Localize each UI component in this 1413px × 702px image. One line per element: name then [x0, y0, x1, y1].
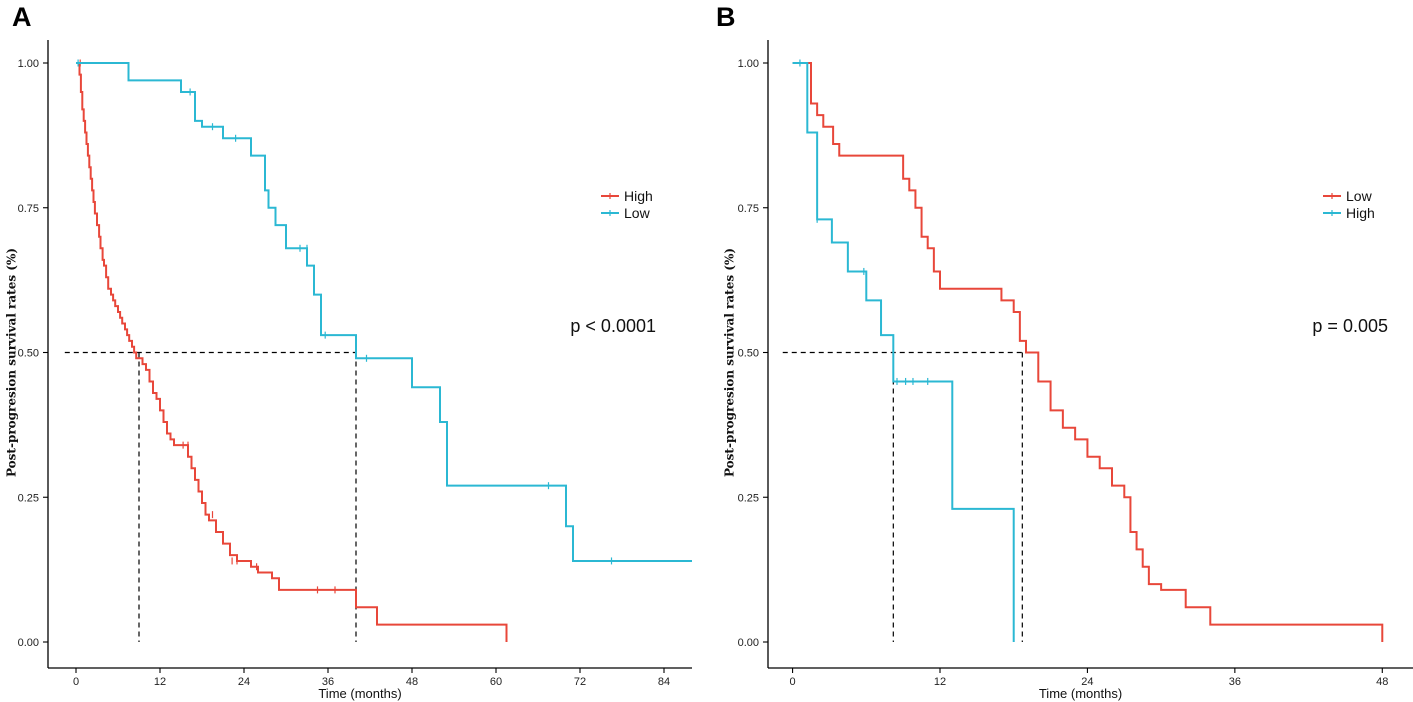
x-tick-label: 48 [406, 676, 418, 688]
survival-curve-low [792, 62, 1384, 642]
y-tick-label: 1.00 [738, 58, 759, 70]
panel-b: B 0.00 0.25 0.50 0.75 1.00 0 12 24 36 48 Time (mont… [716, 2, 1413, 701]
x-tick-label: 0 [73, 676, 79, 688]
y-tick-label: 0.25 [738, 492, 759, 504]
y-tick-label: 0.75 [738, 203, 759, 215]
x-tick-label: 36 [322, 676, 334, 688]
legend-label-low: Low [624, 205, 651, 221]
x-tick-label: 12 [934, 676, 946, 688]
panel-label: A [12, 2, 32, 32]
survival-curve-low [76, 62, 692, 562]
panel-label: B [716, 2, 736, 32]
x-tick-label: 84 [658, 676, 670, 688]
y-tick-label: 0.50 [738, 348, 759, 360]
x-axis-title: Time (months) [1039, 686, 1122, 701]
x-tick-label: 36 [1229, 676, 1241, 688]
legend-label-high: High [1346, 205, 1375, 221]
legend-label-low: Low [1346, 188, 1373, 204]
legend-label-high: High [624, 188, 653, 204]
survival-curve-high [792, 62, 1015, 642]
x-axis-title: Time (months) [318, 686, 401, 701]
x-tick-label: 60 [490, 676, 502, 688]
y-tick-label: 0.00 [738, 637, 759, 649]
x-tick-label: 72 [574, 676, 586, 688]
panel-a: A 0.00 0.25 0.50 0.75 1.00 0 12 24 36 48 60 72 84 Time… [5, 2, 692, 701]
x-tick-label: 24 [238, 676, 250, 688]
p-value-annotation: p < 0.0001 [570, 316, 656, 336]
y-tick-label: 1.00 [18, 58, 39, 70]
y-tick-label: 0.50 [18, 348, 39, 360]
x-tick-label: 24 [1081, 676, 1093, 688]
x-tick-label: 0 [790, 676, 796, 688]
survival-curve-high [76, 62, 508, 642]
y-axis-title: Post-progresion survival rates (%) [723, 248, 737, 477]
y-tick-label: 0.25 [18, 492, 39, 504]
x-tick-label: 48 [1376, 676, 1388, 688]
y-tick-label: 0.00 [18, 637, 39, 649]
y-axis-title: Post-progresion survival rates (%) [5, 248, 19, 477]
y-tick-label: 0.75 [18, 203, 39, 215]
x-tick-label: 12 [154, 676, 166, 688]
p-value-annotation: p = 0.005 [1312, 316, 1388, 336]
